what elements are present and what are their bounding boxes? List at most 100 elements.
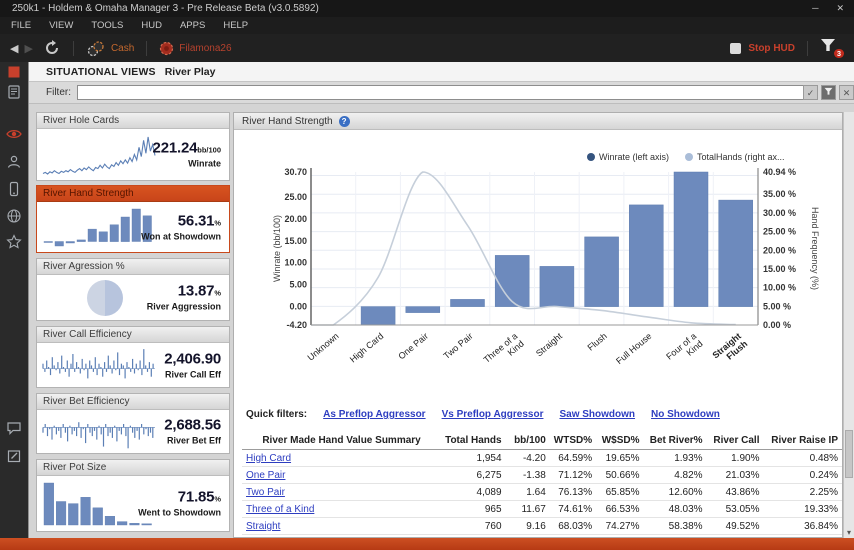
table-row[interactable]: High Card 1,954 -4.20 64.59% 19.65% 1.93% 1.90…	[242, 449, 842, 467]
table-row[interactable]: Three of a Kind 965 11.67 74.61% 66.53% 48.03…	[242, 500, 842, 518]
active-player-label[interactable]: Filamona26	[179, 42, 232, 54]
menu-item-hud[interactable]: HUD	[141, 20, 162, 31]
minimize-button[interactable]: ─	[812, 3, 819, 13]
hud-filter-button[interactable]: 3	[820, 38, 844, 58]
reports-icon[interactable]	[6, 84, 22, 100]
river-pot-size-spark	[43, 482, 152, 526]
cell: 49.52%	[706, 517, 764, 535]
menu-item-view[interactable]: VIEW	[49, 20, 74, 31]
svg-text:35.00 %: 35.00 %	[763, 189, 796, 199]
card-river-hole-cards[interactable]: River Hole Cards 221.24bb/100 Winrate	[36, 112, 230, 181]
column-header-w-sd[interactable]: W$SD%	[596, 431, 644, 450]
scrollbar-thumb[interactable]	[845, 430, 853, 478]
filter-funnel-button[interactable]	[821, 85, 836, 100]
back-icon[interactable]: ◀	[10, 42, 19, 55]
player-chip-icon[interactable]	[159, 41, 174, 56]
svg-text:10.00 %: 10.00 %	[763, 283, 796, 293]
svg-text:30.70: 30.70	[284, 167, 307, 177]
quick-filter-no-showdown[interactable]: No Showdown	[651, 409, 720, 420]
menu-item-file[interactable]: FILE	[11, 20, 32, 31]
vertical-scrollbar[interactable]: ▾	[843, 112, 854, 538]
svg-text:Three of aKind: Three of aKind	[482, 331, 526, 373]
svg-text:Flush: Flush	[586, 331, 609, 353]
menu-item-tools[interactable]: TOOLS	[91, 20, 124, 31]
svg-text:30.00 %: 30.00 %	[763, 208, 796, 218]
cell: 1,954	[441, 449, 506, 467]
stop-hud-icon[interactable]	[730, 42, 742, 54]
quick-filter-vs-preflop-aggressor[interactable]: Vs Preflop Aggressor	[441, 409, 544, 420]
svg-text:10.00: 10.00	[284, 258, 307, 268]
help-icon[interactable]: ?	[338, 115, 350, 127]
cell: 6,275	[441, 466, 506, 484]
forward-icon[interactable]: ▶	[24, 42, 33, 55]
notes-icon[interactable]	[6, 448, 22, 464]
table-row[interactable]: Two Pair 4,089 1.64 76.13% 65.85% 12.60% 43.86…	[242, 483, 842, 501]
card-river-call-efficiency[interactable]: River Call Efficiency 2,406.90 River Call …	[36, 326, 230, 388]
chat-icon[interactable]	[6, 420, 22, 436]
card-value: 13.87	[177, 282, 215, 300]
svg-text:-4.20: -4.20	[286, 320, 307, 330]
hand-link-high-card[interactable]: High Card	[246, 452, 292, 464]
card-river-pot-size[interactable]: River Pot Size 71.85% Went to Showdown	[36, 459, 230, 532]
river-bet-efficiency-spark	[42, 422, 155, 449]
panel-title: River Hand Strength	[242, 115, 333, 127]
card-value: 221.24	[152, 139, 198, 157]
card-river-bet-efficiency[interactable]: River Bet Efficiency 2,688.56 River Bet Ef…	[36, 393, 230, 454]
apply-filter-button[interactable]: ✓	[803, 85, 818, 100]
section-header: SITUATIONAL VIEWS River Play	[29, 62, 854, 82]
hand-link-three-of-a-kind[interactable]: Three of a Kind	[246, 503, 315, 515]
card-caption: River Bet Eff	[166, 435, 221, 446]
toolbar-right-group: Stop HUD 3	[730, 34, 846, 62]
hand-link-straight[interactable]: Straight	[246, 520, 281, 532]
quick-filter-saw-showdown[interactable]: Saw Showdown	[559, 409, 636, 420]
stop-hud-button[interactable]: Stop HUD	[748, 42, 795, 54]
quick-filter-as-preflop-aggressor[interactable]: As Preflop Aggressor	[323, 409, 426, 420]
table-row[interactable]: Straight 760 9.16 68.03% 74.27% 58.38% 49.52% 3…	[242, 517, 842, 535]
cell: 64.59%	[549, 449, 597, 467]
table-row[interactable]: One Pair 6,275 -1.38 71.12% 50.66% 4.82% 21.03…	[242, 466, 842, 484]
clear-filter-button[interactable]: ✕	[839, 85, 854, 100]
column-header-bb-100[interactable]: bb/100	[505, 431, 550, 450]
cell: 43.86%	[706, 483, 764, 501]
menu-item-help[interactable]: HELP	[223, 20, 249, 31]
column-header-bet-river[interactable]: Bet River%	[643, 431, 707, 450]
river-hole-cards-spark	[42, 136, 156, 175]
favorites-star-icon[interactable]	[6, 234, 22, 250]
svg-text:0.00: 0.00	[289, 302, 307, 312]
app-indicator-icon[interactable]	[6, 64, 22, 80]
cash-chips-icon[interactable]	[86, 40, 106, 57]
cell: 2.25%	[763, 483, 842, 501]
column-header-total-hands[interactable]: Total Hands	[441, 431, 506, 450]
svg-text:20.00 %: 20.00 %	[763, 245, 796, 255]
close-button[interactable]: ✕	[836, 3, 844, 13]
column-header-river-made-hand-value-summary[interactable]: River Made Hand Value Summary	[242, 431, 442, 450]
card-value-unit: bb/100	[197, 145, 221, 155]
column-header-river-raise-ip[interactable]: River Raise IP	[763, 431, 842, 450]
card-title: River Bet Efficiency	[37, 394, 229, 410]
svg-text:Four of aKind: Four of aKind	[664, 331, 704, 369]
card-river-hand-strength[interactable]: River Hand Strength 56.31% Won at Showdown	[36, 185, 230, 253]
filter-count-badge: 3	[833, 49, 844, 58]
scroll-down-arrow[interactable]: ▾	[846, 528, 851, 537]
players-icon[interactable]	[6, 154, 22, 170]
menu-item-apps[interactable]: APPS	[179, 20, 206, 31]
filter-input[interactable]	[77, 85, 805, 100]
hand-link-two-pair[interactable]: Two Pair	[246, 486, 285, 498]
refresh-icon[interactable]	[43, 39, 61, 57]
filter-bar: Filter: ✓ ✕ ▤	[29, 82, 854, 104]
card-caption: River Call Eff	[164, 368, 221, 379]
svg-text:Winrate (bb/100): Winrate (bb/100)	[272, 215, 282, 282]
svg-text:5.00 %: 5.00 %	[763, 301, 791, 311]
review-eye-icon[interactable]	[6, 126, 22, 142]
hand-link-one-pair[interactable]: One Pair	[246, 469, 286, 481]
card-river-agression[interactable]: River Agression % 13.87% River Aggression	[36, 258, 230, 321]
column-header-river-call[interactable]: River Call	[706, 431, 764, 450]
cash-tab-label[interactable]: Cash	[110, 42, 135, 54]
mobile-icon[interactable]	[6, 181, 22, 197]
svg-text:40.94 %: 40.94 %	[763, 167, 796, 177]
svg-text:One Pair: One Pair	[396, 331, 430, 361]
column-header-wtsd[interactable]: WTSD%	[549, 431, 597, 450]
web-icon[interactable]	[6, 208, 22, 224]
cell: 36.84%	[763, 517, 842, 535]
card-caption: Winrate	[188, 158, 221, 169]
